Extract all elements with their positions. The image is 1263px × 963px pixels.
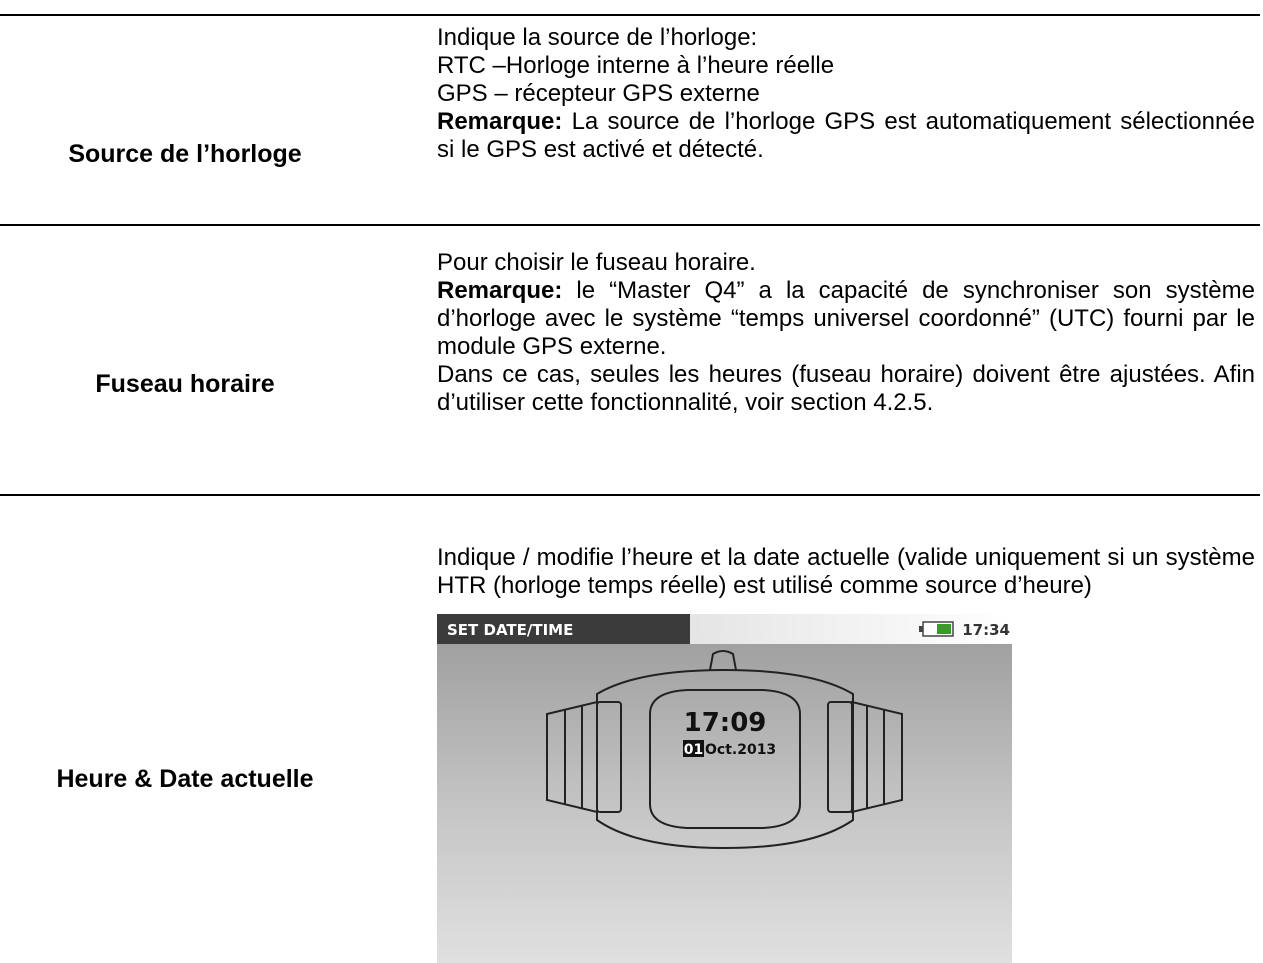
paragraph-text: Pour choisir le fuseau horaire. xyxy=(437,249,756,276)
paragraph: Pour choisir le fuseau horaire. xyxy=(437,249,1255,277)
watch-time: 17:09 xyxy=(684,708,767,738)
paragraph-text: Indique la source de l’horloge: xyxy=(437,24,758,51)
watch-lug xyxy=(827,701,853,813)
screen-background xyxy=(437,614,1012,963)
paragraph: GPS – récepteur GPS externe xyxy=(437,80,1255,108)
paragraph: Dans ce cas, seules les heures (fuseau h… xyxy=(437,361,1255,417)
paragraph-text: GPS – récepteur GPS externe xyxy=(437,80,760,107)
screen-header-title: SET DATE/TIME xyxy=(447,621,573,639)
watch-face xyxy=(649,689,801,829)
row-description: Indique / modifie l’heure et la date act… xyxy=(437,544,1255,600)
paragraph-text: La source de l’horloge GPS est automatiq… xyxy=(437,108,1255,163)
row-label: Source de l’horloge xyxy=(68,140,302,168)
row-description: Pour choisir le fuseau horaire. Remarque:… xyxy=(437,249,1255,417)
paragraph: Remarque: le “Master Q4” a la capacité d… xyxy=(437,277,1255,361)
watch-day: 01 xyxy=(684,742,703,758)
paragraph-text: le “Master Q4” a la capacité de synchron… xyxy=(437,277,1255,360)
paragraph-text: Dans ce cas, seules les heures (fuseau h… xyxy=(437,361,1255,416)
battery-tip xyxy=(919,626,923,632)
table-rule xyxy=(0,494,1260,496)
paragraph: RTC –Horloge interne à l’heure réelle xyxy=(437,52,1255,80)
row-label: Heure & Date actuelle xyxy=(56,765,314,793)
watch-crown xyxy=(709,650,737,671)
paragraph-text: RTC –Horloge interne à l’heure réelle xyxy=(437,52,835,79)
day-highlight xyxy=(683,740,704,757)
device-screenshot: SET DATE/TIME 17:34 17:09 01 Oct.2013 xyxy=(437,614,1012,963)
paragraph: Indique / modifie l’heure et la date act… xyxy=(437,544,1255,600)
strap-segments xyxy=(564,706,583,808)
row-label: Fuseau horaire xyxy=(95,370,275,398)
paragraph: Remarque: La source de l’horloge GPS est… xyxy=(437,108,1255,164)
paragraph: Indique la source de l’horloge: xyxy=(437,24,1255,52)
note-label: Remarque: xyxy=(437,277,563,304)
screen-header-title-bar xyxy=(437,614,690,644)
screen-clock: 17:34 xyxy=(962,621,1010,639)
watch-date: Oct.2013 xyxy=(705,742,776,758)
watch-lug xyxy=(596,701,622,813)
battery-level xyxy=(937,624,951,634)
row-description: Indique la source de l’horloge: RTC –Horl… xyxy=(437,24,1255,164)
watch-body xyxy=(596,668,854,850)
watch-drawing xyxy=(546,650,903,850)
table-rule xyxy=(0,14,1260,16)
strap-segments xyxy=(866,706,885,808)
table-rule xyxy=(0,224,1260,226)
note-label: Remarque: xyxy=(437,108,563,135)
paragraph-text: Indique / modifie l’heure et la date act… xyxy=(437,544,1255,599)
